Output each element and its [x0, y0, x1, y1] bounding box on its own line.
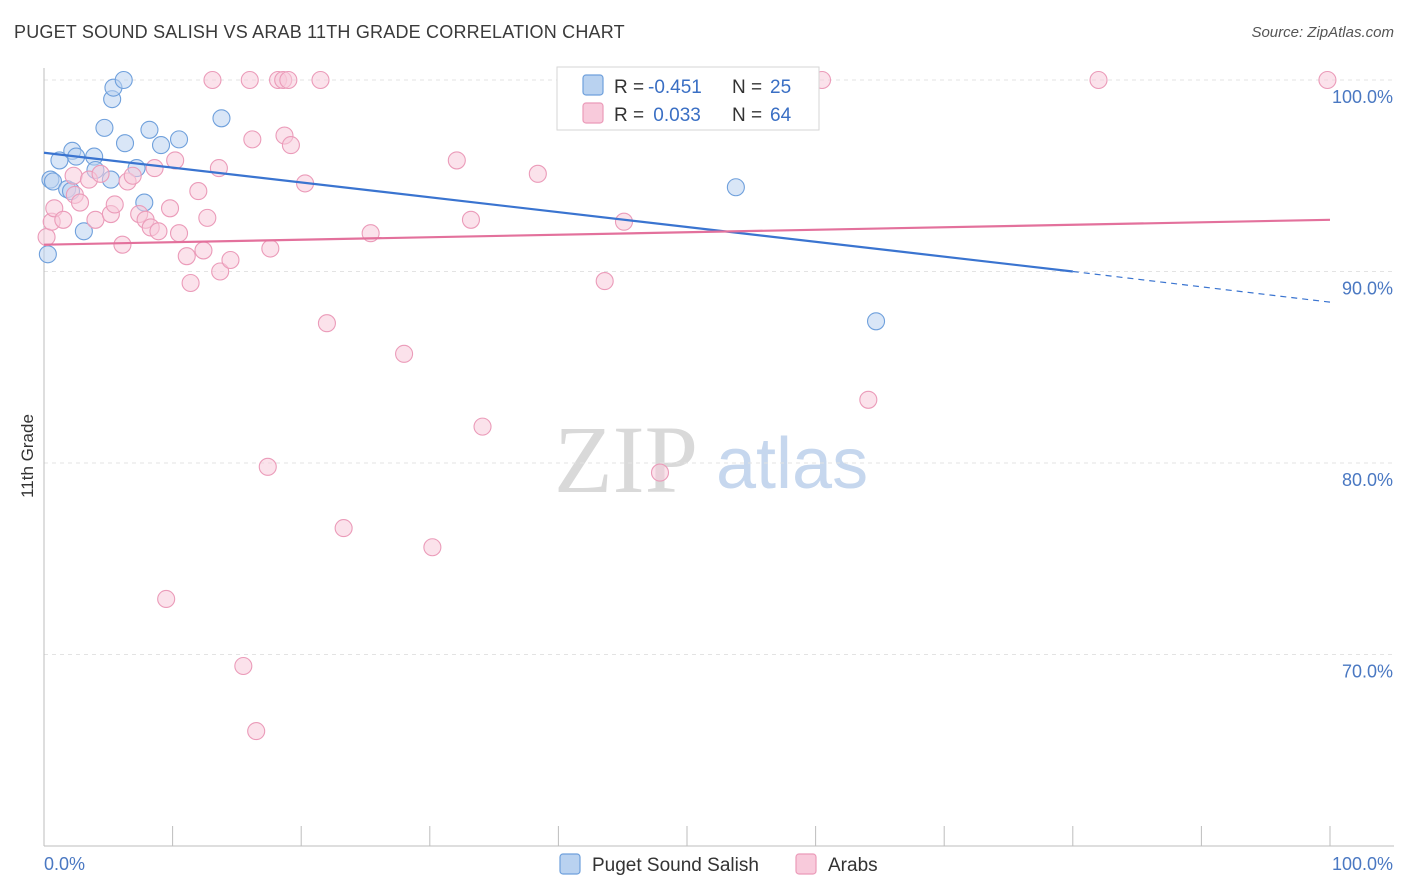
- y-tick-label-1: 90.0%: [1342, 279, 1393, 299]
- point-arabs-14: [123, 166, 142, 185]
- point-salish-23: [726, 178, 745, 197]
- watermark-zip: ZIP: [554, 406, 698, 513]
- point-salish-15: [114, 70, 133, 90]
- point-arabs-4: [64, 166, 83, 185]
- stats-r-value-salish: -0.451: [648, 77, 702, 98]
- x-tick-label-right: 100.0%: [1332, 854, 1393, 874]
- point-salish-2: [43, 172, 63, 191]
- point-arabs-55: [595, 272, 614, 291]
- y-tick-label-3: 70.0%: [1342, 662, 1393, 682]
- point-arabs-9: [91, 164, 110, 183]
- stats-r-value-arabs: 0.033: [648, 105, 701, 126]
- point-arabs-11: [105, 195, 124, 214]
- stats-n-value-salish: 25: [770, 77, 791, 98]
- point-arabs-29: [203, 70, 222, 90]
- point-arabs-58: [650, 463, 670, 482]
- watermark-atlas: atlas: [716, 424, 868, 504]
- legend-label-arabs: Arabs: [828, 855, 878, 876]
- x-tick-label-left: 0.0%: [44, 854, 85, 874]
- trend-line-arabs: [43, 218, 1331, 246]
- point-arabs-62: [1318, 70, 1337, 90]
- point-arabs-25: [181, 273, 200, 293]
- point-arabs-38: [261, 239, 280, 258]
- stats-r-label-salish: R =: [614, 77, 644, 98]
- stats-legend: R = -0.451 N = 25 R = 0.033 N = 64: [556, 66, 820, 131]
- point-arabs-0: [37, 227, 56, 247]
- stats-n-label-salish: N =: [732, 77, 762, 98]
- point-arabs-27: [194, 241, 213, 260]
- legend-swatch-salish: [559, 853, 581, 875]
- point-salish-0: [38, 245, 57, 264]
- point-arabs-35: [243, 130, 262, 149]
- point-arabs-18: [145, 159, 164, 178]
- point-salish-20: [151, 136, 171, 155]
- point-arabs-56: [614, 212, 634, 231]
- point-arabs-47: [334, 519, 353, 538]
- scatter-points: [37, 70, 1337, 741]
- point-arabs-24: [177, 247, 196, 266]
- stats-swatch-arabs: [582, 102, 604, 124]
- point-salish-19: [140, 120, 159, 139]
- trend-line-salish: [43, 151, 1073, 273]
- stats-n-label-arabs: N =: [732, 105, 762, 126]
- stats-r-label-arabs: R =: [614, 105, 644, 126]
- point-arabs-31: [211, 262, 230, 281]
- point-arabs-26: [189, 182, 208, 201]
- legend-swatch-arabs: [795, 853, 817, 875]
- point-salish-3: [50, 151, 69, 170]
- point-arabs-12: [113, 235, 132, 254]
- trend-line-salish-extension: [1072, 270, 1331, 303]
- stats-n-value-arabs: 64: [770, 105, 792, 126]
- point-arabs-61: [1089, 70, 1108, 90]
- point-arabs-37: [258, 457, 277, 476]
- point-salish-8: [74, 222, 93, 241]
- point-arabs-34: [240, 70, 259, 90]
- point-salish-11: [95, 118, 114, 137]
- point-arabs-36: [247, 722, 266, 741]
- point-arabs-32: [221, 250, 240, 270]
- point-arabs-43: [281, 136, 300, 155]
- point-salish-24: [866, 312, 886, 331]
- point-arabs-19: [149, 222, 168, 241]
- legend-label-salish: Puget Sound Salish: [592, 855, 759, 876]
- point-arabs-53: [473, 417, 492, 436]
- gridlines: [44, 79, 1394, 655]
- trend-lines: [43, 151, 1331, 303]
- point-arabs-20: [157, 589, 176, 609]
- point-salish-16: [115, 134, 135, 153]
- y-tick-labels: 100.0% 90.0% 80.0% 70.0%: [1332, 87, 1393, 682]
- y-tick-label-2: 80.0%: [1342, 470, 1393, 490]
- x-axis-ticks: [43, 826, 1331, 846]
- point-salish-22: [212, 109, 231, 128]
- point-arabs-28: [198, 208, 217, 227]
- chart-source: Source: ZipAtlas.com: [1251, 24, 1394, 41]
- point-arabs-49: [395, 344, 414, 363]
- point-arabs-3: [54, 210, 73, 229]
- point-arabs-45: [311, 70, 330, 90]
- point-salish-21: [169, 130, 189, 149]
- stats-swatch-salish: [582, 74, 604, 96]
- point-arabs-42: [279, 70, 298, 90]
- point-arabs-6: [70, 193, 90, 212]
- y-axis-label: 11th Grade: [18, 414, 37, 498]
- point-arabs-60: [859, 390, 878, 409]
- series-legend: Puget Sound Salish Arabs: [559, 853, 878, 876]
- point-arabs-8: [86, 210, 105, 229]
- point-arabs-46: [317, 314, 336, 333]
- chart-title: PUGET SOUND SALISH VS ARAB 11TH GRADE CO…: [14, 22, 625, 42]
- point-arabs-33: [234, 656, 253, 676]
- point-arabs-51: [447, 151, 466, 170]
- point-arabs-23: [169, 224, 189, 243]
- point-arabs-50: [423, 538, 442, 557]
- point-arabs-54: [528, 164, 547, 183]
- point-arabs-21: [160, 199, 180, 218]
- y-tick-label-0: 100.0%: [1332, 87, 1393, 107]
- point-arabs-52: [461, 210, 481, 229]
